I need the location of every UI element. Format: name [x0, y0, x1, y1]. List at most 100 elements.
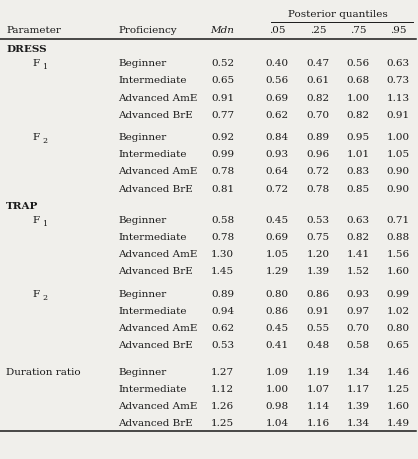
Text: Intermediate: Intermediate: [118, 233, 186, 241]
Text: 1.46: 1.46: [386, 367, 410, 376]
Text: 0.58: 0.58: [211, 215, 234, 224]
Text: 1.19: 1.19: [306, 367, 329, 376]
Text: 1.26: 1.26: [211, 401, 234, 410]
Text: 1.29: 1.29: [265, 267, 288, 276]
Text: 0.90: 0.90: [386, 167, 410, 176]
Text: 1.00: 1.00: [347, 93, 370, 102]
Text: 1.25: 1.25: [386, 384, 410, 393]
Text: 0.71: 0.71: [386, 215, 410, 224]
Text: 1: 1: [42, 219, 47, 227]
Text: 0.82: 0.82: [347, 233, 370, 241]
Text: 0.72: 0.72: [265, 184, 288, 193]
Text: Advanced AmE: Advanced AmE: [118, 323, 197, 332]
Text: 0.92: 0.92: [211, 133, 234, 141]
Text: Intermediate: Intermediate: [118, 150, 186, 159]
Text: 0.55: 0.55: [306, 323, 329, 332]
Text: 0.68: 0.68: [347, 76, 370, 85]
Text: 0.70: 0.70: [347, 323, 370, 332]
Text: 1.45: 1.45: [211, 267, 234, 276]
Text: 1.30: 1.30: [211, 250, 234, 258]
Text: 0.70: 0.70: [306, 111, 329, 119]
Text: Mdn: Mdn: [210, 26, 234, 35]
Text: 0.81: 0.81: [211, 184, 234, 193]
Text: 0.91: 0.91: [306, 306, 329, 315]
Text: 0.91: 0.91: [386, 111, 410, 119]
Text: 1.01: 1.01: [347, 150, 370, 159]
Text: 1.25: 1.25: [211, 419, 234, 427]
Text: Advanced BrE: Advanced BrE: [118, 341, 193, 349]
Text: 1.00: 1.00: [265, 384, 288, 393]
Text: Duration ratio: Duration ratio: [6, 367, 81, 376]
Text: F: F: [33, 289, 40, 298]
Text: 0.72: 0.72: [306, 167, 329, 176]
Text: 0.78: 0.78: [211, 233, 234, 241]
Text: Advanced AmE: Advanced AmE: [118, 401, 197, 410]
Text: 0.97: 0.97: [347, 306, 370, 315]
Text: 0.56: 0.56: [265, 76, 288, 85]
Text: 0.84: 0.84: [265, 133, 288, 141]
Text: 0.58: 0.58: [347, 341, 370, 349]
Text: 1.20: 1.20: [306, 250, 329, 258]
Text: 0.69: 0.69: [265, 233, 288, 241]
Text: 0.77: 0.77: [211, 111, 234, 119]
Text: 1.60: 1.60: [386, 401, 410, 410]
Text: 0.86: 0.86: [265, 306, 288, 315]
Text: Parameter: Parameter: [6, 26, 61, 35]
Text: 0.64: 0.64: [265, 167, 288, 176]
Text: 1.13: 1.13: [386, 93, 410, 102]
Text: 0.47: 0.47: [306, 59, 329, 68]
Text: Advanced AmE: Advanced AmE: [118, 167, 197, 176]
Text: 0.63: 0.63: [347, 215, 370, 224]
Text: Intermediate: Intermediate: [118, 384, 186, 393]
Text: 0.99: 0.99: [386, 289, 410, 298]
Text: Posterior quantiles: Posterior quantiles: [288, 10, 387, 19]
Text: 0.95: 0.95: [347, 133, 370, 141]
Text: 0.48: 0.48: [306, 341, 329, 349]
Text: Beginner: Beginner: [118, 215, 166, 224]
Text: 1.04: 1.04: [265, 419, 288, 427]
Text: 0.96: 0.96: [306, 150, 329, 159]
Text: 0.78: 0.78: [306, 184, 329, 193]
Text: 0.85: 0.85: [347, 184, 370, 193]
Text: 0.56: 0.56: [347, 59, 370, 68]
Text: Advanced AmE: Advanced AmE: [118, 93, 197, 102]
Text: Intermediate: Intermediate: [118, 306, 186, 315]
Text: .05: .05: [269, 26, 285, 35]
Text: F: F: [33, 215, 40, 224]
Text: 1.05: 1.05: [386, 150, 410, 159]
Text: 0.82: 0.82: [347, 111, 370, 119]
Text: 0.40: 0.40: [265, 59, 288, 68]
Text: 1.02: 1.02: [386, 306, 410, 315]
Text: 2: 2: [42, 293, 47, 301]
Text: 1.14: 1.14: [306, 401, 329, 410]
Text: 1.27: 1.27: [211, 367, 234, 376]
Text: 1.34: 1.34: [347, 367, 370, 376]
Text: 1.05: 1.05: [265, 250, 288, 258]
Text: Advanced BrE: Advanced BrE: [118, 267, 193, 276]
Text: 0.61: 0.61: [306, 76, 329, 85]
Text: 1.12: 1.12: [211, 384, 234, 393]
Text: 0.45: 0.45: [265, 323, 288, 332]
Text: 1.49: 1.49: [386, 419, 410, 427]
Text: 0.91: 0.91: [211, 93, 234, 102]
Text: 0.53: 0.53: [211, 341, 234, 349]
Text: .95: .95: [390, 26, 406, 35]
Text: F: F: [33, 59, 40, 68]
Text: 0.80: 0.80: [265, 289, 288, 298]
Text: 0.69: 0.69: [265, 93, 288, 102]
Text: 0.53: 0.53: [306, 215, 329, 224]
Text: 1.09: 1.09: [265, 367, 288, 376]
Text: 1.60: 1.60: [386, 267, 410, 276]
Text: Advanced BrE: Advanced BrE: [118, 419, 193, 427]
Text: 1.41: 1.41: [347, 250, 370, 258]
Text: 0.78: 0.78: [211, 167, 234, 176]
Text: 1.39: 1.39: [306, 267, 329, 276]
Text: 0.88: 0.88: [386, 233, 410, 241]
Text: 1.07: 1.07: [306, 384, 329, 393]
Text: 0.86: 0.86: [306, 289, 329, 298]
Text: Intermediate: Intermediate: [118, 76, 186, 85]
Text: Beginner: Beginner: [118, 289, 166, 298]
Text: Beginner: Beginner: [118, 59, 166, 68]
Text: 0.98: 0.98: [265, 401, 288, 410]
Text: TRAP: TRAP: [6, 201, 38, 210]
